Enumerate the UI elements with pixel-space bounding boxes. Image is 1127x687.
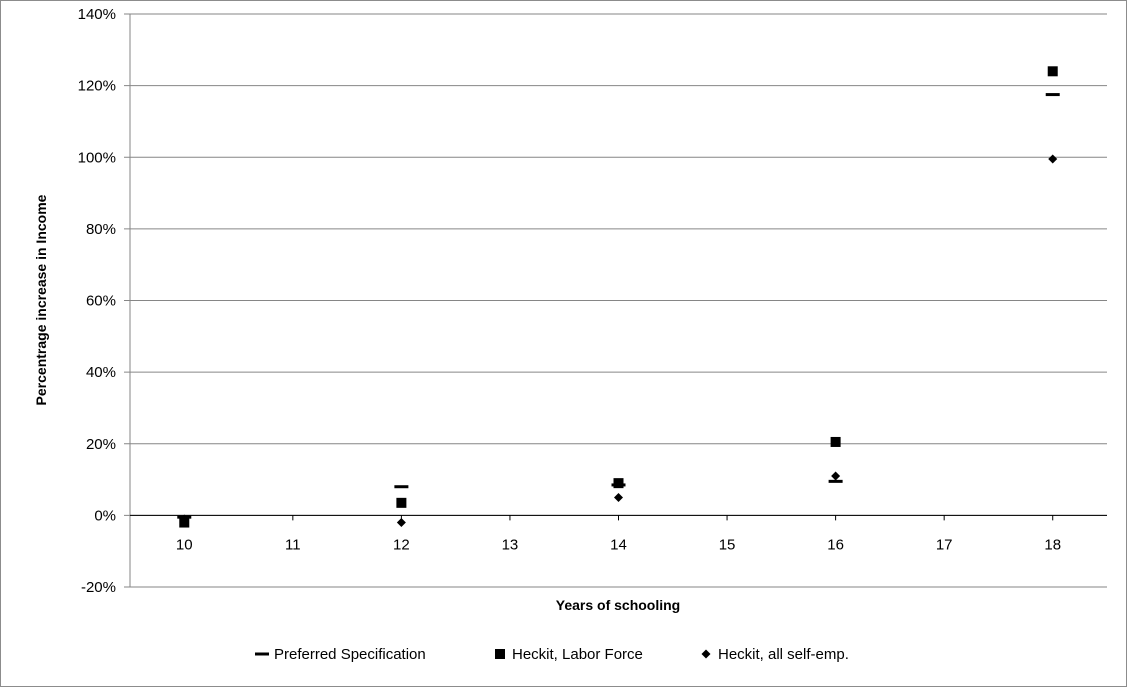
data-point-square: [830, 436, 841, 447]
data-point-square: [396, 497, 407, 508]
legend-marker-dash: [255, 652, 269, 656]
data-point-diamond: [1048, 154, 1058, 164]
series-diamond: [179, 154, 1058, 528]
y-tick-label: 120%: [78, 78, 116, 95]
y-tick-label: 0%: [94, 507, 116, 524]
y-tick-labels: -20% 0% 20% 40% 60% 80% 100% 120% 140%: [78, 6, 116, 596]
series-square: [179, 66, 1058, 528]
data-point-diamond: [614, 492, 623, 502]
x-tick-label: 11: [285, 536, 301, 553]
x-tick-labels: 10 11 12 13 14 15 16 17 18: [176, 536, 1061, 553]
legend-item: Heckit, Labor Force: [495, 646, 643, 663]
data-point-diamond: [831, 471, 841, 481]
legend-label: Heckit, Labor Force: [512, 646, 643, 663]
legend-label: Preferred Specification: [274, 646, 426, 663]
y-tick-label: -20%: [81, 579, 116, 596]
x-axis-title: Years of schooling: [556, 597, 680, 613]
data-point-dash: [1045, 93, 1060, 97]
data-point-dash: [828, 479, 843, 483]
y-tick-label: 40%: [86, 364, 116, 381]
y-tick-label: 140%: [78, 6, 116, 23]
legend-marker-diamond: [701, 649, 711, 659]
legend-item: Preferred Specification: [255, 646, 426, 663]
data-point-diamond: [179, 514, 189, 524]
legend-marker-square: [495, 649, 505, 659]
legend: Preferred Specification Heckit, Labor For…: [255, 646, 849, 663]
legend-label: Heckit, all self-emp.: [718, 646, 849, 663]
x-tick-label: 14: [610, 536, 627, 553]
x-tick-label: 13: [502, 536, 519, 553]
data-markers: [177, 66, 1060, 528]
y-tick-label: 60%: [86, 293, 116, 310]
y-tick-label: 80%: [86, 221, 116, 238]
data-point-dash: [394, 485, 409, 489]
legend-item: Heckit, all self-emp.: [701, 646, 849, 663]
data-point-square: [613, 478, 624, 489]
x-tick-label: 12: [393, 536, 410, 553]
x-tick-label: 10: [176, 536, 193, 553]
x-tick-label: 17: [936, 536, 953, 553]
data-point-diamond: [396, 518, 406, 528]
x-tick-label: 15: [719, 536, 736, 553]
x-tick-label: 16: [827, 536, 844, 553]
x-tick-label: 18: [1044, 536, 1061, 553]
y-tick-label: 100%: [78, 149, 116, 166]
data-point-square: [1047, 66, 1058, 77]
y-tick-label: 20%: [86, 436, 116, 453]
y-axis-title: Percentrage increase in Income: [33, 194, 49, 405]
